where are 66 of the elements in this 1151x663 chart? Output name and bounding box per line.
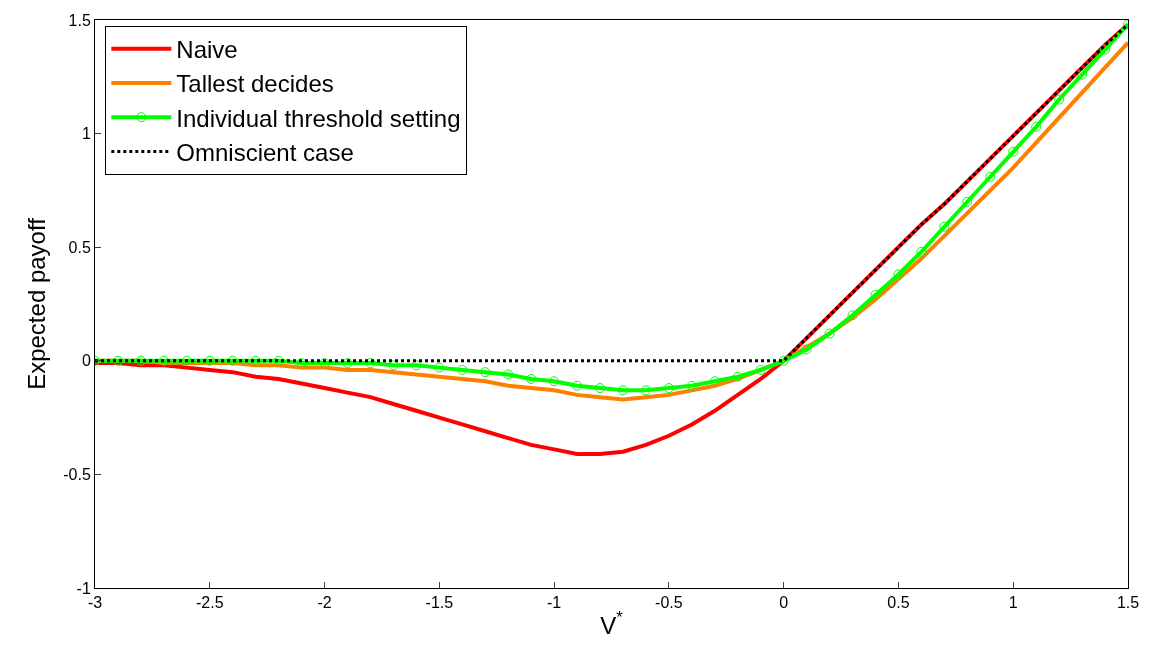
point — [617, 385, 628, 396]
y-tick-label: 1 — [81, 125, 91, 143]
point — [204, 355, 215, 366]
point — [824, 328, 835, 339]
point — [319, 358, 330, 369]
y-tick-label: 1.5 — [68, 11, 91, 29]
point — [755, 364, 766, 375]
point — [732, 371, 743, 382]
point — [296, 358, 307, 369]
legend-label: Tallest decides — [176, 70, 334, 98]
point — [778, 355, 789, 366]
x-axis-title: V$^{*}$ — [600, 608, 624, 639]
x-tick-label: -3 — [87, 594, 103, 612]
point — [181, 355, 192, 366]
y-tick-label: 0 — [81, 352, 91, 370]
legend-label: Omniscient case — [176, 138, 354, 166]
point — [939, 221, 950, 232]
point — [893, 269, 904, 280]
point — [1054, 94, 1065, 105]
point — [663, 383, 674, 394]
point — [686, 380, 697, 391]
legend-label: Naive — [176, 36, 238, 64]
point — [916, 246, 927, 257]
point — [1077, 69, 1088, 80]
point — [411, 360, 422, 371]
point — [870, 289, 881, 300]
point — [365, 358, 376, 369]
x-tick-label: -0.5 — [655, 594, 683, 612]
point — [388, 360, 399, 371]
point — [158, 355, 169, 366]
x-tick-label: -1 — [546, 594, 562, 612]
point — [595, 383, 606, 394]
point — [985, 171, 996, 182]
x-tick-label: 1.5 — [1116, 594, 1140, 612]
point — [227, 355, 238, 366]
x-tick-label: -2.5 — [195, 594, 224, 612]
y-tick-label: -0.5 — [63, 466, 91, 483]
point — [709, 376, 720, 387]
x-tick-label: 1 — [1008, 594, 1018, 612]
point — [503, 369, 514, 380]
x-tick-label: 0 — [779, 594, 789, 612]
y-axis-title: Expected payoff — [23, 217, 51, 390]
point — [1100, 44, 1111, 55]
point — [549, 376, 560, 387]
point — [480, 367, 491, 378]
point — [273, 355, 284, 366]
y-tick-label: 0.5 — [68, 238, 91, 256]
point — [135, 355, 146, 366]
point — [250, 355, 261, 366]
x-tick-label: -2 — [317, 594, 332, 612]
x-tick-label: 0.5 — [887, 594, 910, 612]
y-tick-label: -1 — [76, 579, 91, 597]
point — [801, 344, 812, 355]
point — [572, 380, 583, 391]
point — [112, 355, 123, 366]
point — [1008, 146, 1019, 157]
point — [342, 358, 353, 369]
x-tick-label: -1.5 — [425, 594, 454, 612]
legend-label: Individual threshold setting — [176, 104, 461, 132]
point — [847, 310, 858, 321]
point — [1031, 121, 1042, 132]
point — [434, 362, 445, 373]
point — [526, 373, 537, 384]
point — [640, 385, 651, 396]
point — [962, 196, 973, 207]
point — [457, 364, 468, 375]
